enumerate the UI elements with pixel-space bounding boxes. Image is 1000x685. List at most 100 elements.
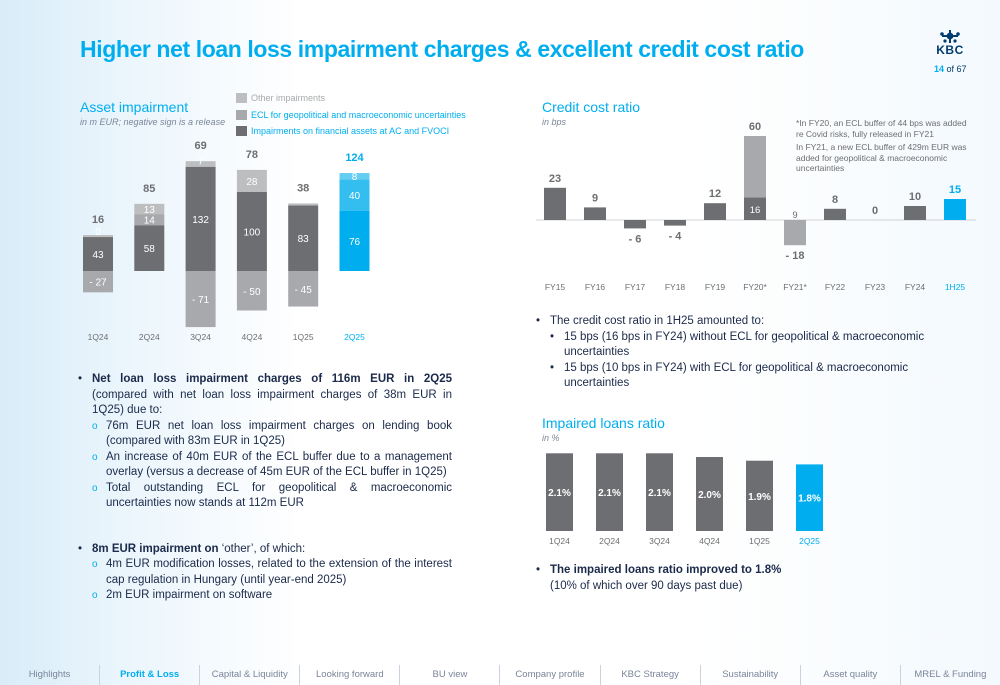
label-other-2Q24: 13 (144, 205, 156, 216)
credit-cost-note-2: In FY21, a new ECL buffer of 429m EUR wa… (796, 142, 967, 173)
legend-label-other: Other impairments (251, 93, 326, 103)
credit-cost-note-1: *In FY20, an ECL buffer of 44 bps was ad… (796, 118, 967, 139)
impairment-bullet-1: Net loan loss impairment charges of 116m… (78, 372, 452, 512)
impairment-bullet-2-bold: 8m EUR impairment on (92, 542, 222, 555)
bar-credit-FY16 (584, 207, 606, 220)
xtick-impaired-1Q25: 1Q25 (749, 536, 770, 546)
nav-mrel-funding[interactable]: MREL & Funding (914, 669, 987, 680)
nav-sustainability[interactable]: Sustainability (701, 665, 801, 685)
nav-bu-view[interactable]: BU view (400, 665, 501, 685)
bar-credit-1H25 (944, 199, 966, 220)
label-credit-FY24: 10 (909, 191, 921, 203)
xtick-impaired-2Q24: 2Q24 (599, 536, 620, 546)
bar-credit-FY19 (704, 203, 726, 220)
nav-asset-quality[interactable]: Asset quality (801, 665, 901, 685)
label-ecl-2Q25: 40 (349, 191, 361, 202)
impaired-bullet: The impaired loans ratio improved to 1.8… (536, 563, 936, 594)
impaired-bullet-bold: The impaired loans ratio improved to 1.8… (550, 564, 782, 576)
nav-capital-liquidity[interactable]: Capital & Liquidity (200, 665, 301, 685)
xtick-credit-FY24: FY24 (905, 282, 926, 292)
page-number: 14 of 67 (934, 64, 967, 74)
label-credit-1H25: 15 (949, 184, 961, 196)
credit-sub-bullet-1: 15 bps (16 bps in FY24) without ECL for … (550, 330, 936, 361)
label-ecl-1Q24: - 27 (89, 278, 107, 289)
label-credit-FY17: - 6 (629, 233, 642, 245)
label-credit-FY21*: - 18 (786, 250, 805, 262)
credit-bullet-main: The credit cost ratio in 1H25 amounted t… (536, 314, 936, 392)
legend-other: Other impairments (236, 93, 325, 103)
xtick-impaired-4Q24: 4Q24 (699, 536, 720, 546)
bar-impaired-1Q25 (746, 460, 773, 531)
bar-impairment-2Q25 (339, 210, 370, 271)
credit-cost-notes: *In FY20, an ECL buffer of 44 bps was ad… (796, 118, 976, 174)
nav-profit-loss[interactable]: Profit & Loss (100, 665, 201, 685)
bar-impaired-4Q24 (696, 457, 723, 531)
legend-swatch-other (236, 93, 247, 103)
xtick-credit-FY15: FY15 (545, 282, 566, 292)
asset-impairment-title: Asset impairment (80, 99, 189, 115)
bar-credit-base-FY20* (744, 197, 766, 220)
bar-ecl-2Q25 (339, 179, 370, 211)
label-impaired-1Q25: 1.9% (748, 492, 771, 503)
nav-highlights[interactable]: Highlights (0, 665, 101, 685)
xtick-credit-FY22: FY22 (825, 282, 846, 292)
impairment-sub-5: 2m EUR impairment on software (92, 588, 452, 604)
label-other-3Q24: 7 (198, 157, 204, 168)
nav-kbc-strategy[interactable]: KBC Strategy (601, 665, 701, 685)
label-other-1Q24: 0 (95, 227, 101, 238)
bar-impaired-3Q24 (646, 453, 673, 531)
impaired-bullet-detail: (10% of which over 90 days past due) (550, 579, 743, 592)
xtick-1Q25: 1Q25 (293, 332, 314, 342)
legend-base: Impairments on financial assets at AC an… (236, 126, 449, 136)
impairment-bullet-1-rest: (compared with net loan loss impairment … (92, 388, 452, 417)
xtick-credit-FY16: FY16 (585, 282, 606, 292)
bar-credit-FY15 (544, 187, 566, 220)
credit-sub-bullet-2: 15 bps (10 bps in FY24) with ECL for geo… (550, 361, 936, 392)
label-other-2Q25: 8 (352, 172, 358, 183)
label-credit-inner-FY20*: 16 (750, 205, 761, 216)
label-ecl-4Q24: - 50 (243, 287, 261, 298)
label-impaired-2Q24: 2.1% (598, 488, 621, 499)
xtick-credit-FY17: FY17 (625, 282, 646, 292)
bar-impaired-2Q25 (796, 464, 823, 531)
label-credit-FY19: 12 (709, 188, 721, 200)
xtick-impaired-2Q25: 2Q25 (799, 536, 820, 546)
asset-impairment-subtitle: in m EUR; negative sign is a release (80, 117, 226, 127)
impairment-sub-4: 4m EUR modification losses, related to t… (92, 557, 452, 588)
label-credit-FY23: 0 (872, 205, 878, 217)
label-impairment-2Q25: 76 (349, 237, 361, 248)
bar-credit-FY24 (904, 206, 926, 220)
impairment-sub-1: 76m EUR net loan loss impairment charges… (92, 419, 452, 450)
nav-looking-forward[interactable]: Looking forward (300, 665, 401, 685)
bar-ecl-3Q24 (185, 271, 216, 328)
legend-ecl: ECL for geopolitical and macroeconomic u… (236, 110, 466, 120)
xtick-credit-FY23: FY23 (865, 282, 886, 292)
legend-label-base: Impairments on financial assets at AC an… (251, 126, 450, 136)
label-other-4Q24: 28 (246, 177, 258, 188)
legend-swatch-base (236, 126, 247, 136)
footer-nav: Highlights Profit & Loss Capital & Liqui… (0, 665, 1000, 685)
bar-impairment-4Q24 (236, 192, 267, 271)
impaired-loans-title: Impaired loans ratio (542, 415, 665, 431)
label-impaired-4Q24: 2.0% (698, 490, 721, 501)
xtick-credit-1H25: 1H25 (945, 282, 966, 292)
label-credit-FY15: 23 (549, 173, 561, 185)
bar-ecl-1Q25 (288, 271, 319, 307)
page-total: of 67 (946, 64, 967, 74)
bar-other-1Q24 (83, 235, 113, 238)
credit-cost-title: Credit cost ratio (542, 99, 641, 115)
kbc-star-icon (940, 30, 960, 43)
label-ecl-1Q25: - 45 (295, 285, 313, 296)
label-impaired-3Q24: 2.1% (648, 488, 671, 499)
label-total-4Q24: 78 (246, 149, 258, 161)
bar-other-1Q25 (288, 203, 319, 206)
bar-impaired-1Q24 (546, 453, 573, 531)
xtick-impaired-1Q24: 1Q24 (549, 536, 570, 546)
bar-other-4Q24 (236, 169, 267, 192)
nav-company-profile[interactable]: Company profile (500, 665, 601, 685)
bar-credit-FY17 (624, 220, 646, 229)
asset-impairment-bullets: Net loan loss impairment charges of 116m… (78, 372, 452, 604)
xtick-2Q24: 2Q24 (139, 332, 160, 342)
impairment-bullet-1-bold: Net loan loss impairment charges of 116m… (92, 373, 452, 385)
